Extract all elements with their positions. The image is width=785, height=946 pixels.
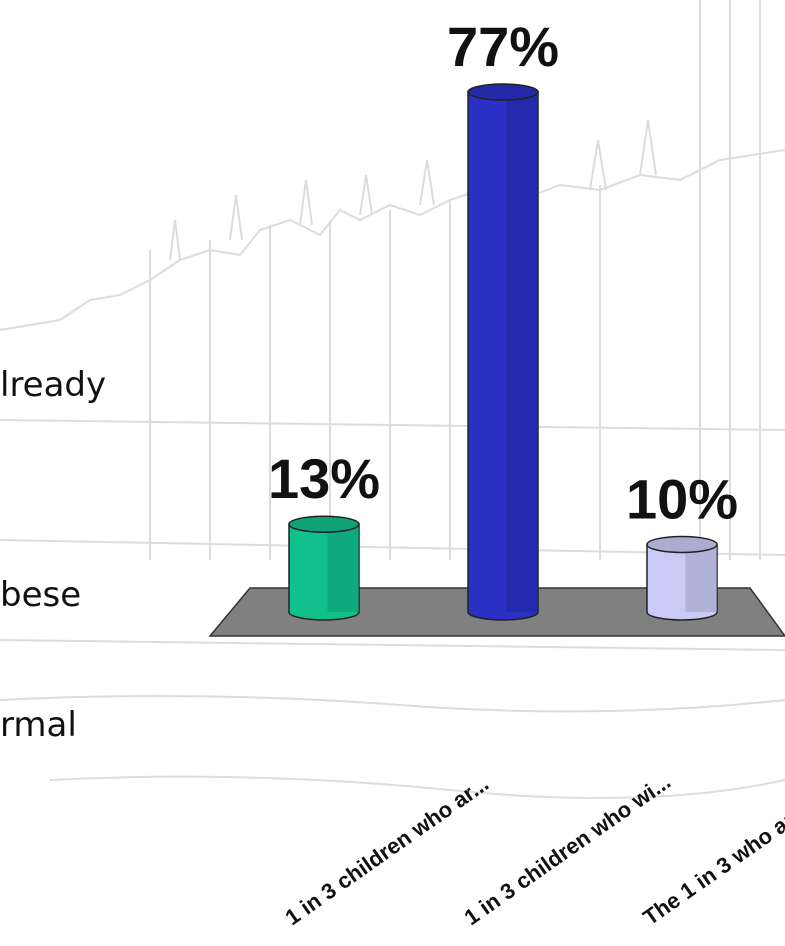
- value-label-3: 10%: [626, 467, 738, 530]
- slide-text-fragment-1: lready: [0, 365, 107, 405]
- slide-text-fragment-2: bese: [0, 575, 82, 615]
- slide-text-fragment-3: rmal: [0, 705, 77, 745]
- category-label-3: The 1 in 3 who are a...: [639, 779, 785, 930]
- bar-1: [288, 515, 360, 621]
- value-label-1: 13%: [268, 447, 380, 510]
- chart-category-labels: 1 in 3 children who ar...1 in 3 children…: [281, 769, 785, 930]
- bar-2: [467, 83, 539, 621]
- category-label-1: 1 in 3 children who ar...: [281, 771, 494, 930]
- value-label-2: 77%: [447, 15, 559, 78]
- chart-bars: [288, 83, 718, 621]
- chart-value-labels: 13% 77% 10%: [268, 15, 738, 530]
- bar-3: [646, 535, 718, 621]
